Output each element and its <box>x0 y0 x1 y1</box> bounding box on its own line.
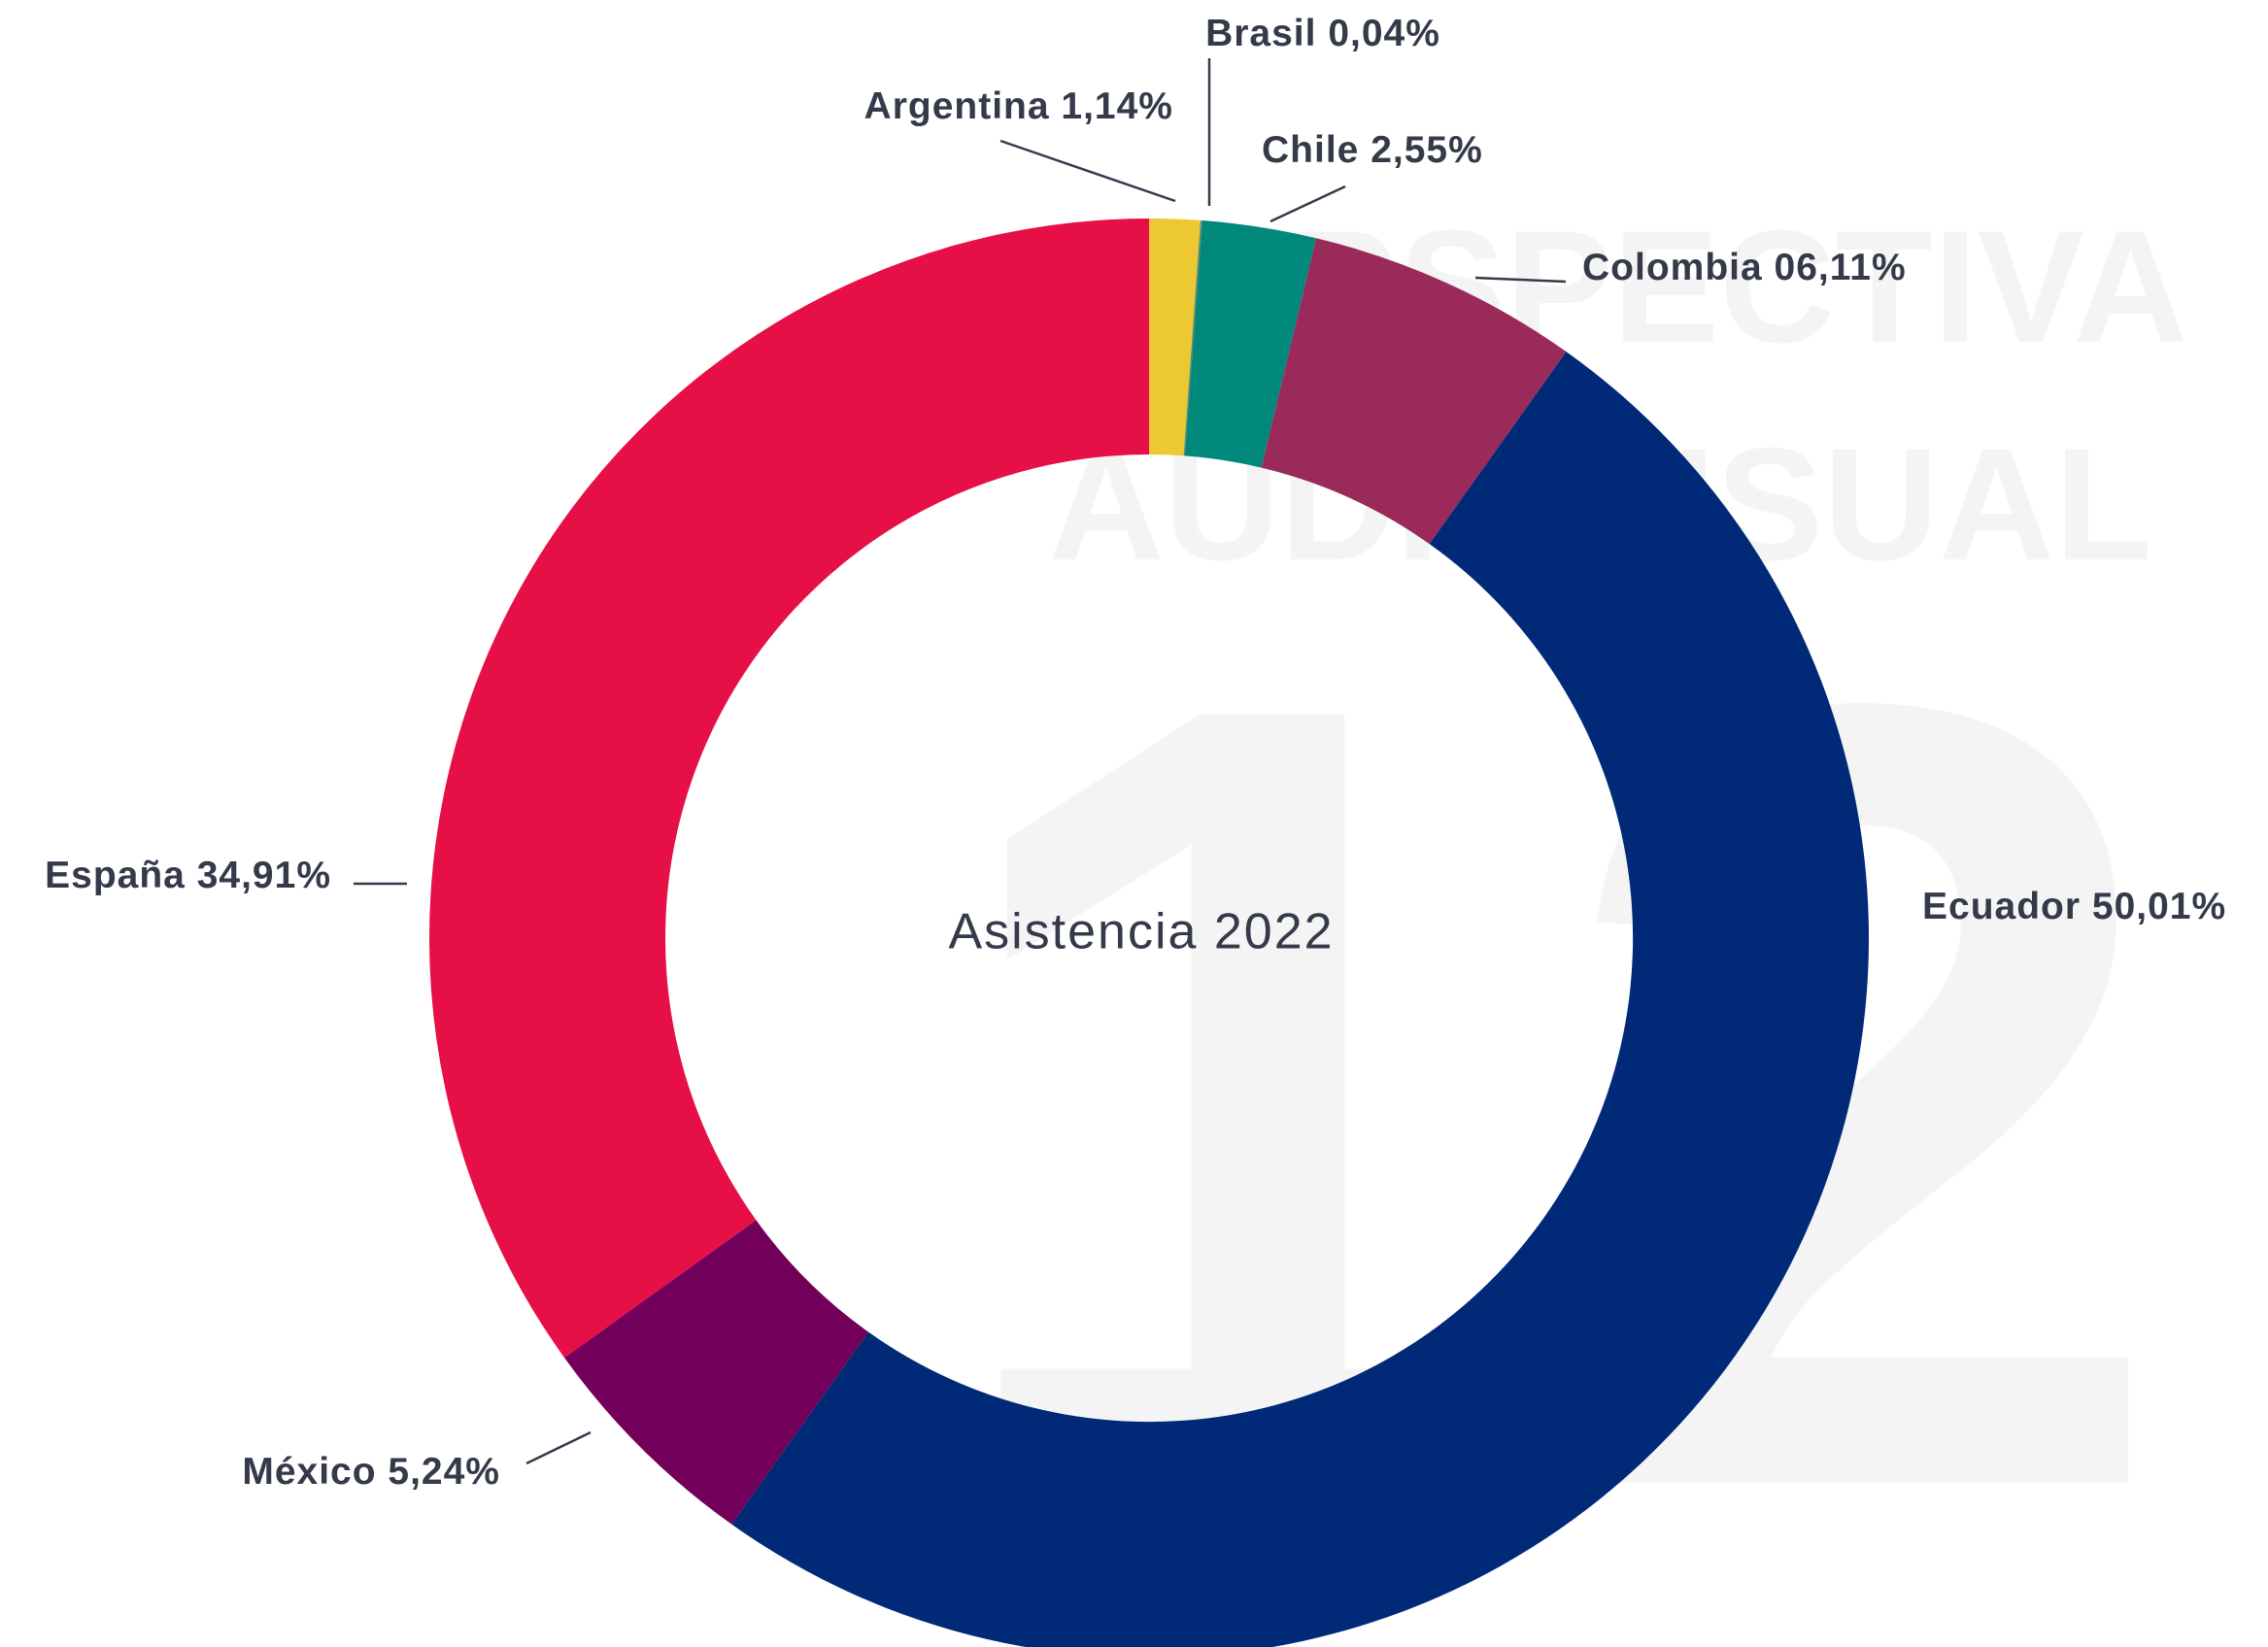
slice-label: Brasil 0,04% <box>1205 13 1440 54</box>
center-label: Asistencia 2022 <box>948 904 1334 960</box>
label-name: Argentina <box>864 85 1050 127</box>
slice-label: Chile 2,55% <box>1262 129 1483 171</box>
leader-line <box>1474 276 1567 284</box>
donut-slice <box>1183 219 1202 456</box>
label-value: 34,91% <box>197 855 331 896</box>
donut-slice <box>564 1220 869 1525</box>
label-value: 5,24% <box>388 1451 500 1493</box>
slice-label: Colombia 06,11% <box>1582 247 1907 288</box>
donut-slice <box>1261 238 1567 545</box>
leader-line <box>999 139 1176 203</box>
label-value: 2,55% <box>1371 129 1483 171</box>
label-value: 50,01% <box>2092 886 2226 927</box>
label-name: Ecuador <box>1922 886 2081 927</box>
label-name: Brasil <box>1205 13 1316 54</box>
label-value: 1,14% <box>1061 85 1173 127</box>
slice-label: Argentina 1,14% <box>864 85 1173 127</box>
leader-line <box>1269 185 1346 223</box>
slice-label: México 5,24% <box>242 1451 500 1493</box>
leader-line <box>525 1430 592 1465</box>
slice-label: España 34,91% <box>45 855 331 896</box>
label-name: España <box>45 855 186 896</box>
label-name: Colombia <box>1582 247 1763 288</box>
donut-slice <box>731 352 1869 1647</box>
label-value: 0,04% <box>1328 13 1440 54</box>
label-name: México <box>242 1451 376 1493</box>
donut <box>428 218 1869 1647</box>
donut-slice <box>1184 220 1317 468</box>
donut-slice <box>428 218 1149 1359</box>
label-name: Chile <box>1262 129 1359 171</box>
slice-label: Ecuador 50,01% <box>1922 886 2226 927</box>
donut-slice <box>1149 218 1202 456</box>
label-value: 06,11% <box>1775 247 1907 288</box>
